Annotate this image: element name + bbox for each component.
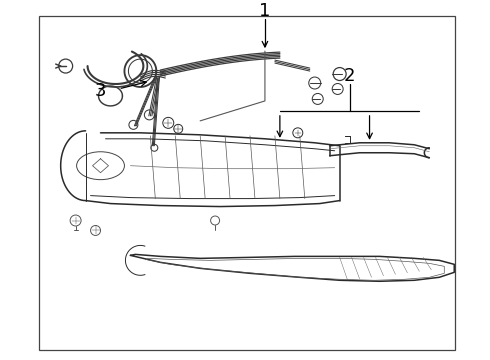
Text: 2: 2 — [344, 67, 355, 85]
Bar — [39, 16, 455, 350]
Text: 3: 3 — [95, 82, 106, 100]
Text: 1: 1 — [259, 2, 270, 20]
